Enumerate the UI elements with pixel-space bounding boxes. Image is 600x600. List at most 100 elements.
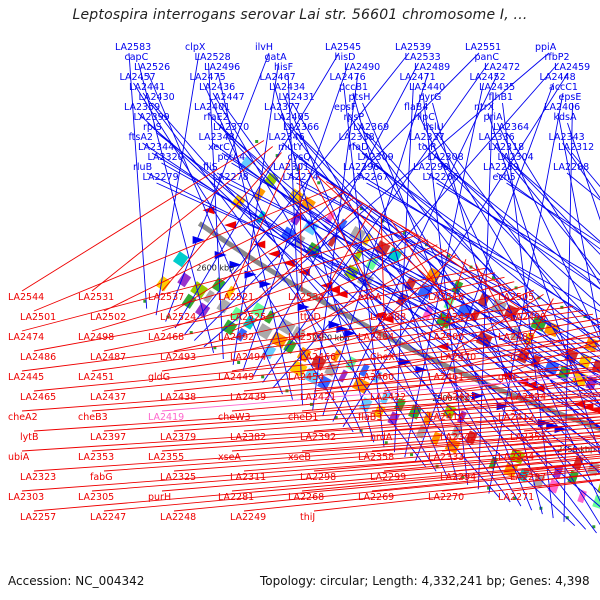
callout-line <box>146 172 600 398</box>
callout-line <box>477 92 494 490</box>
gene-label: LA2249 <box>230 512 266 523</box>
gene-label: LA2447 <box>209 92 245 103</box>
feature-block <box>358 363 370 377</box>
tick-mark <box>565 516 569 520</box>
gene-label: LA2268 <box>288 492 324 503</box>
gene-label: LA2471 <box>400 72 436 83</box>
gene-label: LA2343 <box>549 132 585 143</box>
gene-label: LA2399 <box>134 112 170 123</box>
feature-block <box>177 272 192 288</box>
gene-label: LA2359 <box>124 102 160 113</box>
tick-mark <box>461 475 465 479</box>
gene-label: nlpC <box>414 112 436 123</box>
gene-label: LA2448 <box>540 72 576 83</box>
gene-label: LA2309 <box>358 152 394 163</box>
gene-label: panC <box>475 52 500 63</box>
gene-arrow <box>335 290 348 299</box>
gene-label: kdsA <box>554 112 577 123</box>
gene-label: LA2490 <box>344 62 380 73</box>
gene-label: gatA <box>265 52 288 63</box>
gene-label: LA2438 <box>160 392 196 403</box>
callout-line <box>231 457 600 492</box>
gene-label: pyrG <box>419 92 442 103</box>
gene-label: LA2267 <box>353 172 389 183</box>
callout-line <box>441 435 600 452</box>
callout-line <box>103 272 495 352</box>
callout-line <box>232 62 279 366</box>
gene-label: LA2474 <box>8 332 44 343</box>
gene-label: LA2487 <box>90 352 126 363</box>
feature-block <box>430 431 442 446</box>
gene-label: rcrA <box>510 352 530 363</box>
feature-block <box>324 362 338 377</box>
tick-mark <box>334 416 338 420</box>
reverse-callout-lines <box>21 140 600 512</box>
gene-label: LA2494 <box>230 352 266 363</box>
tick-mark <box>359 207 363 211</box>
gene-label: LA2437 <box>90 392 126 403</box>
feature-block <box>571 370 589 387</box>
gene-label: LA2247 <box>90 512 126 523</box>
callout-line <box>296 182 600 340</box>
gene-arrow <box>224 221 237 230</box>
topology-text: Topology: circular; Length: 4,332,241 bp… <box>260 574 590 588</box>
callout-line <box>161 453 600 492</box>
callout-line <box>33 392 600 432</box>
feature-block <box>592 494 600 509</box>
tick-mark <box>487 486 491 490</box>
gene-label: LA2405 <box>274 112 310 123</box>
gene-label: LA2489 <box>414 62 450 73</box>
callout-line <box>399 224 525 312</box>
gene-label: LA2531 <box>78 292 114 303</box>
gene-label: rplS <box>143 122 162 133</box>
gene-label: LA2294 <box>440 472 476 483</box>
callout-line <box>21 447 600 492</box>
tick-mark <box>237 360 241 364</box>
gene-label: LA2401 <box>194 102 230 113</box>
callout-line <box>422 92 469 485</box>
gene-label: LA2323 <box>20 472 56 483</box>
gene-label: mutY <box>278 142 303 153</box>
callout-line <box>243 441 600 472</box>
callout-line <box>332 72 499 422</box>
callout-line <box>33 431 600 472</box>
callout-line <box>231 244 438 332</box>
callout-line <box>33 267 486 352</box>
gene-label: rpsP <box>344 112 365 123</box>
callout-line <box>523 298 554 352</box>
gene-label: LA2475 <box>190 72 226 83</box>
gene-label: LA2445 <box>8 372 44 383</box>
feature-block <box>395 292 408 307</box>
feature-block <box>422 305 434 320</box>
gene-label: LA2436 <box>199 82 235 93</box>
callout-line <box>91 450 600 492</box>
gene-label: LA2406 <box>544 102 580 113</box>
gene-label: LA2492 <box>218 332 254 343</box>
callout-line <box>203 52 550 348</box>
gene-label: LA2537 <box>148 292 184 303</box>
callout-line <box>436 132 600 351</box>
callout-line <box>301 318 600 372</box>
gene-label: LA2551 <box>465 42 501 53</box>
feature-block <box>277 318 296 336</box>
callout-line <box>301 462 600 492</box>
gene-label: LA2412 <box>498 412 534 423</box>
gene-label: cysQ <box>288 152 311 163</box>
callout-line <box>361 152 600 347</box>
callout-line <box>313 355 600 392</box>
callout-line <box>557 112 600 337</box>
gene-arrow <box>328 320 341 329</box>
callout-line <box>243 281 515 352</box>
feature-block <box>451 280 464 295</box>
feature-block <box>293 234 306 249</box>
gene-label: xseB <box>288 452 311 463</box>
gene-label: LA2421 <box>300 392 336 403</box>
gene-arrow <box>399 357 412 366</box>
tick-mark <box>166 315 170 319</box>
tick-mark <box>403 231 407 235</box>
callout-line <box>91 146 273 292</box>
gene-label: LA2504 <box>288 332 324 343</box>
gene-label: LA2397 <box>90 432 126 443</box>
gene-label: hslU <box>423 122 444 133</box>
